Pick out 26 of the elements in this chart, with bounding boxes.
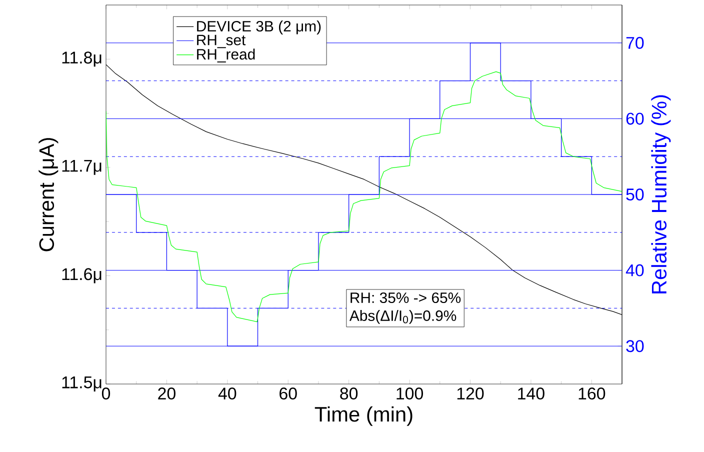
x-tick-label: 0 [102, 388, 110, 400]
y-tick-label: 11.8μ [62, 52, 102, 67]
x-tick-label: 60 [280, 388, 297, 400]
y-tick-label: 11.5μ [62, 376, 102, 392]
x-tick-label: 160 [578, 388, 606, 400]
annotation: Abs(ΔI/I$_{0}$)=0.9% [349, 310, 456, 324]
y-tick-label: 11.7μ [62, 160, 102, 175]
legend-label: RH_set [197, 34, 246, 48]
y2-tick-label: 60 [626, 112, 644, 125]
y2-tick-label: 40 [626, 264, 644, 276]
y2-axis-title: Relative Humidity (%) [651, 95, 671, 294]
y2-tick-label: 50 [626, 188, 644, 200]
y2-tick-label: 30 [626, 340, 644, 352]
y-axis-title: Current (μA) [38, 138, 58, 252]
legend-label: DEVICE 3B (2 μm) [197, 20, 321, 34]
y2-tick-label: 70 [626, 36, 644, 49]
x-tick-label: 20 [158, 388, 176, 400]
legend-label: RH_read [197, 48, 255, 62]
x-tick-label: 120 [457, 388, 484, 400]
x-tick-label: 40 [218, 388, 236, 400]
x-axis-title: Time (min) [314, 406, 412, 426]
x-tick-label: 80 [340, 388, 358, 400]
x-tick-label: 140 [518, 388, 544, 400]
y-tick-label: 11.6μ [62, 268, 102, 284]
annotation: RH: 35% -> 65% [350, 292, 461, 304]
x-tick-label: 100 [396, 388, 424, 400]
